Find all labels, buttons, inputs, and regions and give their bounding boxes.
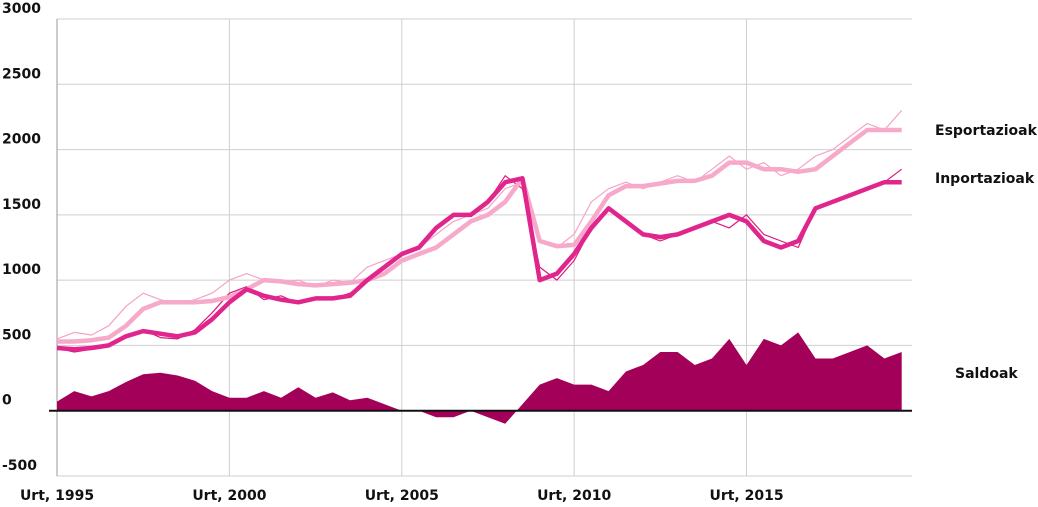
x-tick-label: Urt, 2015	[709, 488, 783, 504]
area	[57, 332, 902, 424]
x-tick-label: Urt, 2010	[537, 488, 611, 504]
x-tick-label: Urt, 2000	[192, 488, 266, 504]
y-tick-label: 1500	[2, 197, 41, 213]
y-tick-label: 0	[2, 393, 12, 409]
legend-label: Esportazioak	[935, 123, 1038, 139]
trend-line	[57, 127, 902, 344]
legend-label: Saldoak	[955, 366, 1018, 382]
x-tick-label: Urt, 1995	[20, 488, 94, 504]
y-tick-label: -500	[2, 458, 37, 474]
legend-label: Inportazioak	[935, 171, 1035, 187]
y-tick-label: 2000	[2, 132, 41, 148]
y-tick-label: 1000	[2, 262, 41, 278]
line	[56, 110, 903, 340]
y-tick-label: 500	[2, 327, 31, 343]
line	[56, 168, 903, 353]
y-tick-label: 3000	[2, 1, 41, 17]
x-tick-label: Urt, 2005	[365, 488, 439, 504]
y-tick-label: 2500	[2, 66, 41, 82]
trend-line	[56, 176, 902, 352]
